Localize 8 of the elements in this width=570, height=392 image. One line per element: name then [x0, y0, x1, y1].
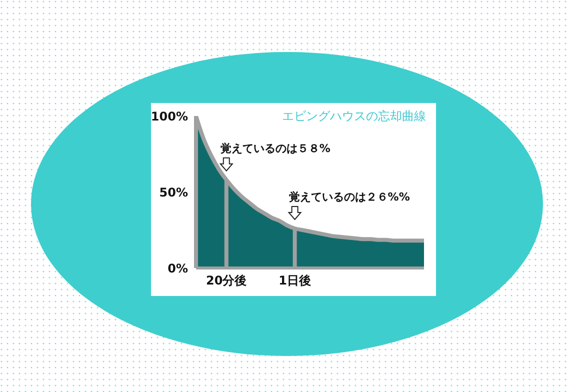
annotation: 覚えているのは２６%% [288, 190, 410, 204]
x-tick-label: 20分後 [206, 274, 247, 288]
y-tick-label: 50% [159, 185, 188, 200]
annotation: 覚えているのは５８% [220, 142, 330, 155]
x-tick-label: 1日後 [278, 274, 311, 288]
chart-title: エビングハウスの忘却曲線 [282, 108, 426, 125]
y-tick-label: 0% [168, 261, 188, 276]
y-tick-label: 100% [150, 109, 188, 124]
